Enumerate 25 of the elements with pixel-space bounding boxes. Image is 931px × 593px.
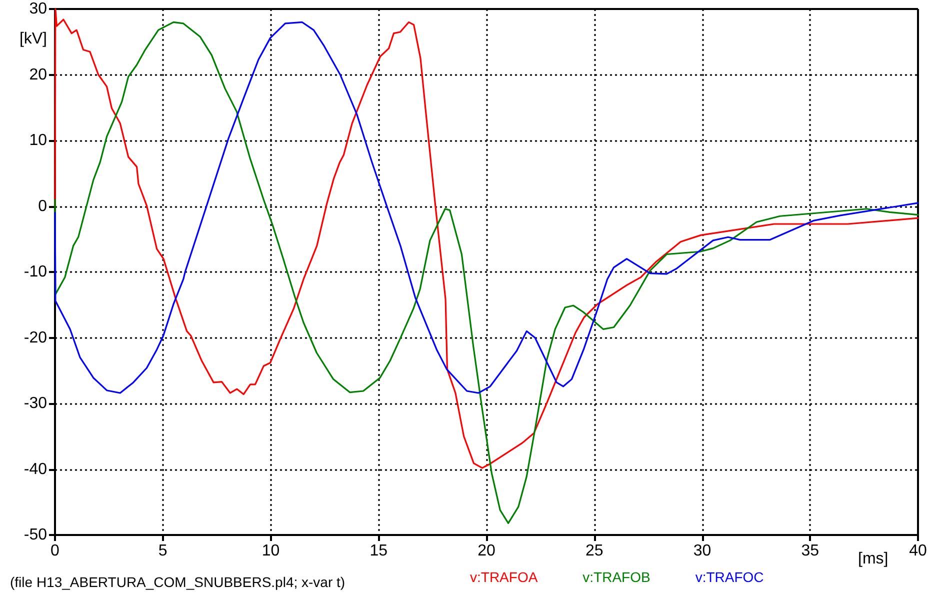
text: (file H13_ABERTURA_COM_SNUBBERS.pl4; x-var t) bbox=[10, 574, 346, 590]
y-tick-label: 20 bbox=[29, 66, 48, 84]
text: v:TRAFOC bbox=[695, 569, 764, 585]
y-tick-label: 0 bbox=[38, 198, 48, 215]
y-axis-title: [kV] bbox=[19, 30, 47, 48]
x-tick-label: 10 bbox=[262, 542, 280, 560]
y-tick-label: 10 bbox=[29, 132, 48, 149]
text: v:TRAFOA bbox=[470, 569, 538, 585]
y-tick-label: 30 bbox=[29, 0, 48, 18]
y-tick-label: -40 bbox=[24, 460, 48, 478]
x-tick-label: 0 bbox=[50, 542, 60, 560]
y-tick-label: -20 bbox=[24, 329, 48, 346]
x-tick-label: 25 bbox=[585, 542, 604, 560]
y-tick-label: -10 bbox=[24, 264, 48, 280]
line-series bbox=[54, 21, 919, 394]
x-tick-label: 15 bbox=[370, 542, 388, 560]
text: v:TRAFOB bbox=[582, 569, 650, 585]
y-tick-label: -50 bbox=[24, 526, 48, 544]
x-tick-label: 30 bbox=[693, 542, 712, 560]
y-tick-label: -30 bbox=[24, 395, 48, 412]
x-tick-label: 20 bbox=[478, 542, 496, 560]
x-tick-label: 40 bbox=[909, 542, 927, 560]
x-tick-label: 5 bbox=[158, 542, 168, 560]
x-tick-label: 35 bbox=[801, 542, 820, 560]
x-axis-title: [ms] bbox=[858, 550, 888, 568]
